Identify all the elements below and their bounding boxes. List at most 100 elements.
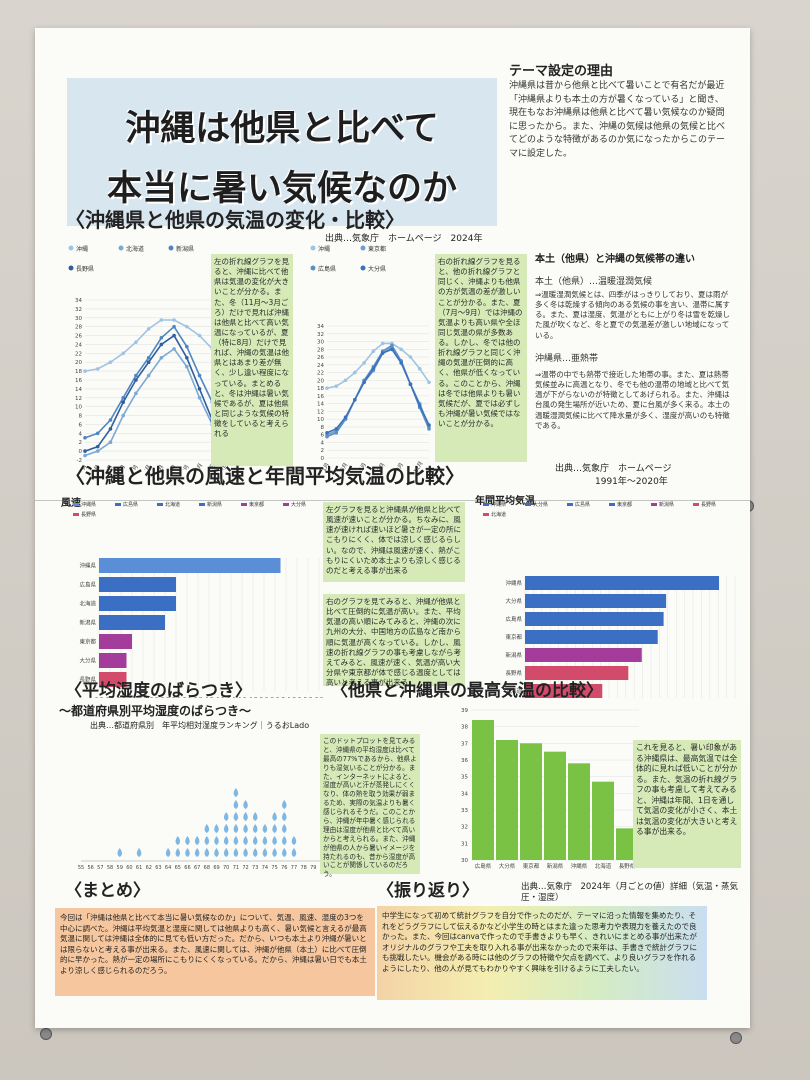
y-tick-label: 30 [461, 858, 468, 864]
legend-marker [360, 265, 366, 271]
legend-marker [115, 503, 121, 506]
humidity-drop [233, 836, 239, 845]
section2-source: 出典…気象庁 ホームページ [555, 464, 672, 474]
section3-source: 出典…都道府県別 年平均相対湿度ランキング｜うるおLado [90, 721, 310, 730]
data-point [146, 327, 151, 331]
humidity-drop [185, 836, 190, 845]
y-tick-label: 16 [75, 378, 82, 384]
x-tick-label: 75 [271, 865, 277, 871]
y-tick-label: 34 [75, 298, 82, 304]
data-point [108, 440, 113, 445]
x-tick-label: 4.8 [249, 697, 257, 698]
x-tick-label: 69 [213, 865, 219, 871]
x-tick-label: 63 [155, 865, 161, 871]
y-tick-label: 32 [75, 307, 82, 313]
legend-label: 北海道 [126, 245, 144, 253]
bar [525, 648, 642, 662]
humidity-drop [252, 812, 258, 821]
x-tick-label: 68 [204, 865, 210, 871]
x-tick-label: 3.8 [194, 697, 202, 698]
note-humidity: このドットプロットを見てみると、沖縄県の平均湿度は比べて最高の77%であるから、… [320, 734, 420, 878]
x-tick-label: 5.0 [260, 697, 268, 698]
category-label: 東京都 [523, 862, 540, 870]
bar [99, 577, 176, 592]
x-tick-label: 77 [291, 865, 297, 871]
data-point [427, 427, 431, 431]
data-point [121, 400, 125, 405]
legend-marker [68, 265, 74, 271]
legend-label: 長野県 [81, 511, 96, 518]
humidity-drop [233, 848, 239, 857]
legend-marker [310, 265, 316, 271]
legend-marker [651, 503, 657, 506]
humidity-drop [282, 812, 287, 821]
y-tick-label: 4 [79, 431, 83, 437]
humidity-drop [272, 848, 277, 857]
data-point [159, 335, 164, 340]
data-point [343, 415, 348, 420]
x-tick-label: 56 [87, 865, 93, 871]
bar [592, 781, 614, 860]
x-tick-label: 3.2 [161, 697, 169, 698]
y-tick-label: 26 [75, 334, 82, 340]
x-tick-label: 57 [97, 865, 103, 871]
data-point [353, 397, 357, 402]
legend-label: 長野県 [701, 501, 716, 508]
theme-heading: テーマ設定の理由 [509, 64, 614, 79]
line-chart-1-x-labels: 1月 2月 3月 4月 5月 6月 7月 8月 9月 10月 11月 12月 [78, 462, 229, 470]
humidity-drop [214, 836, 219, 845]
category-label: 大分県 [79, 657, 96, 665]
legend-label: 新潟県 [659, 501, 674, 508]
category-label: 新潟県 [79, 619, 96, 627]
legend-label: 新潟県 [176, 245, 194, 253]
x-tick-label: 10月 [192, 462, 204, 470]
data-point [380, 351, 385, 355]
x-tick-label: 4.4 [227, 697, 236, 698]
data-point [146, 373, 151, 378]
series-line [326, 342, 430, 389]
note-avgtemp: 右のグラフを見てみると、沖縄が他県と比べて圧倒的に気温が高い。また、平均気温の高… [323, 594, 465, 687]
humidity-drop [204, 824, 210, 833]
y-tick-label: 4 [321, 440, 325, 446]
x-tick-label: 78 [300, 865, 306, 871]
y-tick-label: 8 [321, 425, 325, 431]
data-point [159, 355, 164, 360]
x-tick-label: 3.6 [183, 697, 191, 698]
data-point [399, 347, 403, 352]
humidity-drop [223, 824, 229, 833]
x-tick-label: 2.4 [117, 697, 126, 698]
x-tick-label: 7月 [376, 462, 387, 473]
legend-label: 広島県 [123, 501, 138, 508]
humidity-drop [175, 836, 181, 845]
poster: 沖縄は他県と比べて 本当に暑い気候なのか テーマ設定の理由 沖縄県は昔から他県と… [35, 28, 750, 1028]
humidity-drop [204, 848, 210, 857]
y-tick-label: 38 [461, 725, 468, 731]
theme-text: 沖縄県は昔から他県と比べて暑いことで有名だが最近「沖縄県よりも本土の方が暑くなっ… [509, 81, 726, 159]
data-point [172, 324, 176, 329]
x-tick-label: 72 [242, 865, 248, 871]
legend-label: 広島県 [318, 265, 336, 273]
climate-text-3: 沖縄県…亜熱帯 [535, 354, 599, 364]
humidity-drop [185, 848, 190, 857]
humidity-dot-labels: 55 56 57 58 59 60 61 62 63 64 65 66 67 68 69 70 71 72 73 74… [78, 865, 326, 871]
legend-label: 沖縄 [76, 245, 88, 253]
y-tick-label: -2 [77, 458, 82, 464]
category-label: 広島県 [505, 615, 522, 623]
x-tick-label: 9月 [180, 464, 191, 470]
section1-source: 出典…気象庁 ホームページ 2024年 [325, 234, 483, 244]
data-point [134, 340, 138, 345]
data-point [325, 434, 329, 439]
humidity-drop [291, 836, 297, 845]
series-line [84, 347, 226, 457]
humidity-drop [262, 824, 268, 833]
data-point [121, 351, 125, 356]
y-tick-label: 24 [75, 342, 82, 348]
humidity-drop [233, 824, 239, 833]
data-point [362, 361, 366, 365]
category-label: 新潟県 [547, 862, 564, 870]
y-tick-label: 20 [75, 360, 82, 366]
